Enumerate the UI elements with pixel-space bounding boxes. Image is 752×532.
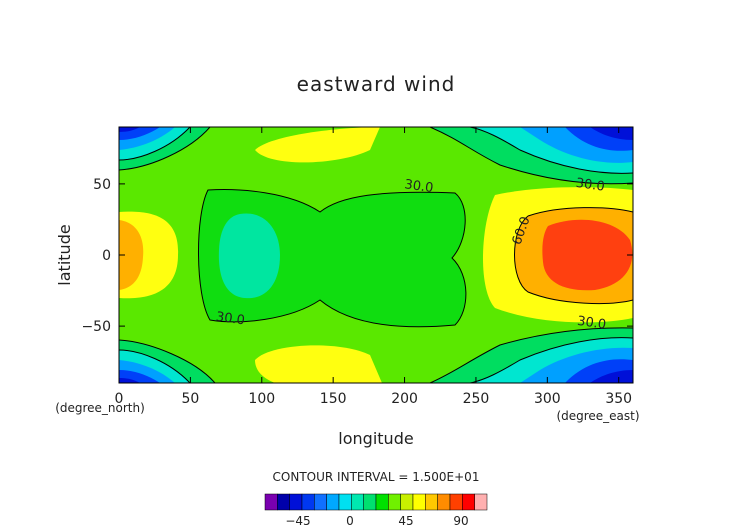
contour-label: 30.0 bbox=[215, 310, 246, 329]
contour-line-north-west bbox=[119, 127, 211, 171]
x-tick-label: 150 bbox=[320, 391, 347, 407]
contour-line-60-east bbox=[514, 207, 633, 305]
contour-line-north-0 bbox=[469, 127, 633, 174]
colorbar-swatch bbox=[437, 493, 451, 511]
colorbar-swatch bbox=[326, 493, 340, 511]
colorbar-swatch bbox=[412, 493, 426, 511]
colorbar-swatch bbox=[314, 493, 327, 511]
colorbar-tick-label: 90 bbox=[453, 514, 468, 528]
x-tick-label: 250 bbox=[463, 391, 490, 407]
band-south-m30 bbox=[119, 359, 633, 383]
colorbar-swatch bbox=[363, 493, 377, 511]
contour-fill bbox=[119, 127, 633, 383]
x-tick-label: 100 bbox=[248, 391, 275, 407]
x-tick-label: 200 bbox=[391, 391, 418, 407]
contour-interval-text: CONTOUR INTERVAL = 1.500E+01 bbox=[273, 470, 480, 484]
colorbar-tick-label: −45 bbox=[285, 514, 310, 528]
x-tick-label: 300 bbox=[534, 391, 561, 407]
colorbar-swatch bbox=[375, 493, 389, 511]
contour-line-south-west bbox=[119, 339, 216, 383]
colorbar-swatch bbox=[449, 493, 463, 511]
contour-line-30-north-east bbox=[429, 127, 633, 185]
y-tick-label: 50 bbox=[93, 177, 111, 193]
colorbar-swatch bbox=[289, 493, 303, 511]
colorbar-swatch bbox=[474, 493, 488, 511]
band-45-60-west bbox=[218, 213, 280, 299]
colorbar-tick-label: 0 bbox=[346, 514, 354, 528]
colorbar-ticks: −45 0 45 90 bbox=[285, 514, 468, 528]
contour-lines bbox=[119, 127, 633, 383]
contour-label: 30.0 bbox=[576, 314, 607, 333]
band-south-0 bbox=[119, 337, 633, 383]
contour-line-30-west bbox=[198, 189, 467, 328]
contour-label: 30.0 bbox=[575, 176, 606, 195]
band-90-east bbox=[542, 219, 633, 291]
colorbar bbox=[264, 493, 488, 511]
colorbar-swatch bbox=[277, 493, 290, 511]
chart-title: eastward wind bbox=[297, 72, 456, 96]
band-60-south bbox=[255, 345, 382, 383]
colorbar-swatch bbox=[462, 493, 475, 511]
y-tick-label: 0 bbox=[102, 248, 111, 264]
colorbar-swatch bbox=[338, 493, 352, 511]
y-unit-label: (degree_north) bbox=[55, 401, 145, 415]
contour-line-south-west-0 bbox=[119, 349, 191, 383]
band-north-m30 bbox=[119, 127, 633, 151]
contour-line-north-west-0 bbox=[119, 127, 191, 161]
y-tick-label: −50 bbox=[81, 319, 111, 335]
colorbar-swatch bbox=[425, 493, 438, 511]
plot-area: 30.0 30.060.030.0 30.0 bbox=[118, 126, 634, 384]
y-axis: −50 0 50 bbox=[81, 177, 633, 335]
x-tick-label: 0 bbox=[115, 391, 124, 407]
colorbar-swatch bbox=[301, 493, 315, 511]
x-tick-label: 50 bbox=[181, 391, 199, 407]
colorbar-swatch bbox=[351, 493, 364, 511]
x-tick-label: 350 bbox=[605, 391, 632, 407]
contour-line-south-0 bbox=[469, 337, 633, 383]
x-axis: 0 50 100 150 200 250 300 350 bbox=[115, 127, 632, 407]
colorbar-swatch bbox=[388, 493, 401, 511]
band-75-west bbox=[119, 220, 144, 290]
band-60-north bbox=[255, 127, 380, 163]
colorbar-tick-label: 45 bbox=[398, 514, 413, 528]
colorbar-swatch bbox=[400, 493, 414, 511]
colorbar-swatch bbox=[264, 493, 278, 511]
contour-label: 30.0 bbox=[403, 177, 434, 196]
x-axis-label: longitude bbox=[338, 429, 413, 448]
band-north-0 bbox=[119, 127, 633, 174]
contour-line-30-south-east bbox=[429, 327, 633, 383]
x-unit-label: (degree_east) bbox=[556, 409, 639, 423]
y-axis-label: latitude bbox=[55, 224, 74, 285]
